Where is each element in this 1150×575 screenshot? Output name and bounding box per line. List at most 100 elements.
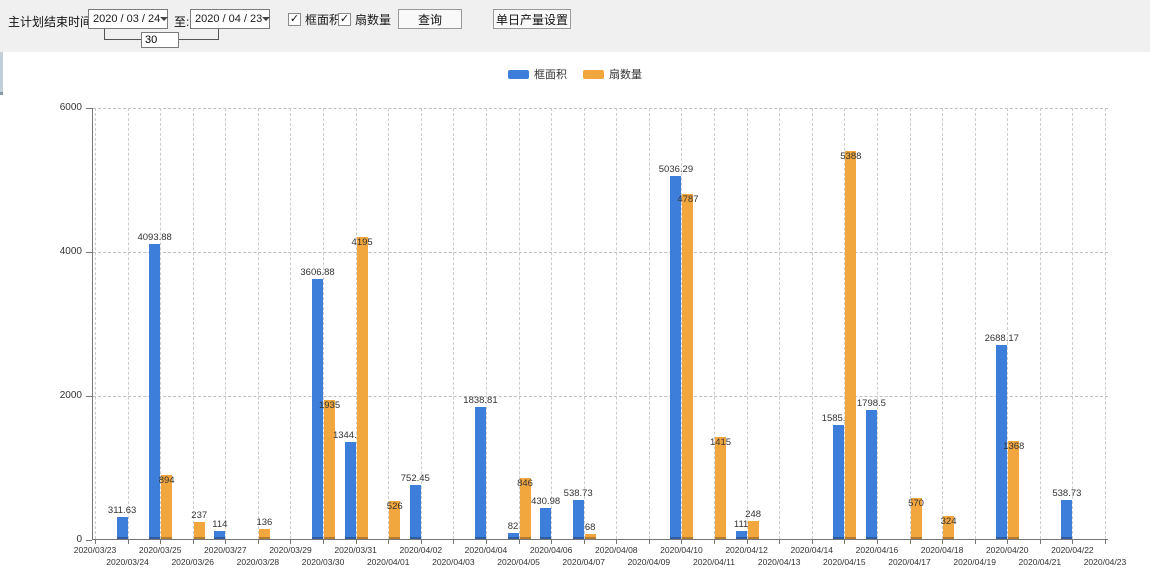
- x-tick-label: 2020/03/28: [236, 557, 280, 567]
- frame-area-checkbox[interactable]: ✓ 框面积: [288, 11, 341, 28]
- x-tick-label: 2020/04/04: [464, 545, 508, 555]
- x-tick-mark: [388, 539, 390, 544]
- bar-frame-area: [344, 442, 356, 539]
- x-tick-label: 2020/04/02: [399, 545, 443, 555]
- bar-value-label: 248: [745, 509, 762, 521]
- bar-fan-count: [356, 236, 368, 539]
- x-tick-label: 2020/04/12: [725, 545, 768, 555]
- x-tick-mark: [583, 539, 585, 544]
- x-tick-label: 2020/04/17: [888, 557, 931, 567]
- bar-value-label: 1935: [318, 399, 341, 411]
- bar-value-label: 5036.29: [658, 164, 694, 176]
- x-tick-mark: [551, 539, 553, 544]
- bar-value-label: 82: [507, 521, 519, 533]
- x-tick-label: 2020/04/15: [823, 557, 866, 567]
- bar-frame-area: [312, 279, 324, 539]
- bar-value-label: 237: [191, 509, 208, 521]
- frame-area-swatch-icon: [508, 69, 529, 79]
- vertical-gridline: [323, 108, 325, 539]
- x-tick-label: 2020/03/24: [106, 557, 149, 567]
- x-tick-mark: [714, 539, 716, 544]
- x-tick-label: 2020/04/08: [594, 545, 638, 555]
- x-tick-label: 2020/03/23: [73, 545, 117, 555]
- vertical-gridline: [876, 108, 878, 539]
- bar-frame-area: [996, 345, 1008, 539]
- x-tick-label: 2020/04/20: [985, 545, 1029, 555]
- bar-value-label: 846: [517, 478, 533, 490]
- bar-fan-count: [161, 474, 173, 539]
- legend-item-frame-area: 框面积: [508, 66, 567, 82]
- end-date-value: 2020 / 04 / 23: [195, 13, 263, 25]
- end-time-label: 主计划结束时间:: [8, 15, 96, 29]
- x-tick-mark: [355, 539, 357, 544]
- legend-label: 扇数量: [609, 69, 642, 81]
- start-date-value: 2020 / 03 / 24: [93, 13, 161, 25]
- bar-value-label: 114: [212, 518, 228, 530]
- toolbar: 主计划结束时间: 2020 / 03 / 24 至: 2020 / 04 / 2…: [0, 0, 1150, 52]
- chart-legend: 框面积 扇数量: [0, 66, 1150, 82]
- start-date-dropdown-icon[interactable]: [160, 10, 169, 28]
- bar-fan-count: [324, 399, 336, 539]
- bracket-line-left: [104, 29, 142, 40]
- bar-frame-area: [409, 484, 421, 539]
- y-tick-label: 2000: [59, 390, 82, 401]
- bar-value-label: 4093.88: [137, 232, 172, 244]
- bar-fan-count: [258, 529, 270, 539]
- x-tick-label: 2020/04/01: [366, 557, 410, 567]
- vertical-gridline: [616, 108, 618, 539]
- bar-frame-area: [1061, 500, 1073, 539]
- bar-value-label: 1838.81: [463, 394, 498, 406]
- x-tick-label: 2020/03/29: [269, 545, 312, 555]
- x-tick-mark: [1104, 539, 1106, 544]
- bar-frame-area: [735, 531, 747, 539]
- x-tick-label: 2020/04/18: [920, 545, 964, 555]
- bar-fan-count: [519, 478, 531, 539]
- bar-frame-area: [670, 176, 682, 539]
- bar-frame-area: [507, 533, 519, 539]
- x-tick-label: 2020/04/22: [1051, 545, 1094, 555]
- y-tick-label: 4000: [59, 246, 82, 257]
- y-tick-mark: [86, 540, 92, 541]
- vertical-gridline: [95, 108, 96, 539]
- bar-value-label: 1415: [709, 437, 732, 449]
- daily-output-settings-button[interactable]: 单日产量设置: [493, 9, 571, 29]
- bar-value-label: 111: [733, 519, 749, 531]
- fan-count-checkbox[interactable]: ✓ 扇数量: [338, 11, 391, 28]
- bar-frame-area: [116, 516, 128, 539]
- start-date-picker[interactable]: 2020 / 03 / 24: [88, 9, 169, 29]
- chart-region: 0 2000 4000 6000 2020/03/23 2020/03/24 311.63…: [0, 95, 1150, 575]
- y-tick-label: 0: [76, 534, 82, 545]
- vertical-gridline: [160, 108, 162, 539]
- query-button[interactable]: 查询: [398, 9, 462, 29]
- x-tick-mark: [290, 539, 292, 544]
- bar-frame-area: [474, 406, 486, 539]
- bar-value-label: 5388: [840, 151, 862, 163]
- vertical-gridline: [225, 108, 227, 539]
- bar-value-label: 1585.96: [821, 412, 856, 424]
- x-tick-mark: [876, 539, 878, 544]
- y-axis: 0 2000 4000 6000: [50, 102, 92, 545]
- x-tick-label: 2020/03/31: [334, 545, 377, 555]
- fan-count-checkbox-label: 扇数量: [355, 13, 392, 27]
- x-tick-label: 2020/04/19: [953, 557, 996, 567]
- interval-days-input[interactable]: [141, 32, 179, 48]
- x-tick-mark: [1072, 539, 1074, 544]
- bar-value-label: 1344.95: [332, 430, 368, 442]
- end-date-picker[interactable]: 2020 / 04 / 23: [190, 9, 271, 29]
- horizontal-gridline: [93, 252, 1108, 253]
- y-tick-mark: [86, 108, 92, 109]
- bar-fan-count: [1008, 440, 1020, 539]
- vertical-gridline: [1072, 108, 1074, 539]
- bar-value-label: 2688.17: [984, 333, 1019, 345]
- vertical-gridline: [355, 108, 357, 539]
- bar-value-label: 1368: [1003, 440, 1025, 452]
- vertical-gridline: [648, 108, 650, 539]
- bar-value-label: 1798.5: [856, 397, 886, 409]
- x-tick-mark: [942, 539, 944, 544]
- x-tick-mark: [1039, 539, 1041, 544]
- vertical-gridline: [453, 108, 455, 539]
- x-tick-mark: [616, 539, 618, 544]
- x-tick-label: 2020/03/30: [301, 557, 345, 567]
- vertical-gridline: [485, 108, 487, 539]
- end-date-dropdown-icon[interactable]: [262, 10, 271, 28]
